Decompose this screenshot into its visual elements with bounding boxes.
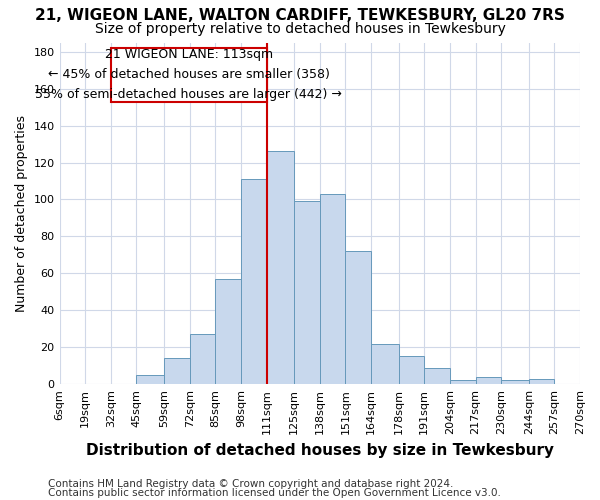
Text: 21 WIGEON LANE: 113sqm
← 45% of detached houses are smaller (358)
55% of semi-de: 21 WIGEON LANE: 113sqm ← 45% of detached… [35,48,342,102]
Bar [476,377,501,384]
Text: Size of property relative to detached houses in Tewkesbury: Size of property relative to detached ho… [95,22,505,36]
Bar [241,179,266,384]
Y-axis label: Number of detached properties: Number of detached properties [15,115,28,312]
Bar [136,375,164,384]
Text: Contains HM Land Registry data © Crown copyright and database right 2024.: Contains HM Land Registry data © Crown c… [48,479,454,489]
FancyBboxPatch shape [111,48,266,102]
Bar [450,380,476,384]
Bar [346,251,371,384]
Bar [501,380,529,384]
Bar [320,194,346,384]
Bar [164,358,190,384]
X-axis label: Distribution of detached houses by size in Tewkesbury: Distribution of detached houses by size … [86,442,554,458]
Bar [266,152,294,384]
Text: 21, WIGEON LANE, WALTON CARDIFF, TEWKESBURY, GL20 7RS: 21, WIGEON LANE, WALTON CARDIFF, TEWKESB… [35,8,565,22]
Text: Contains public sector information licensed under the Open Government Licence v3: Contains public sector information licen… [48,488,501,498]
Bar [529,378,554,384]
Bar [371,344,398,384]
Bar [398,356,424,384]
Bar [190,334,215,384]
Bar [215,279,241,384]
Bar [424,368,450,384]
Bar [294,202,320,384]
